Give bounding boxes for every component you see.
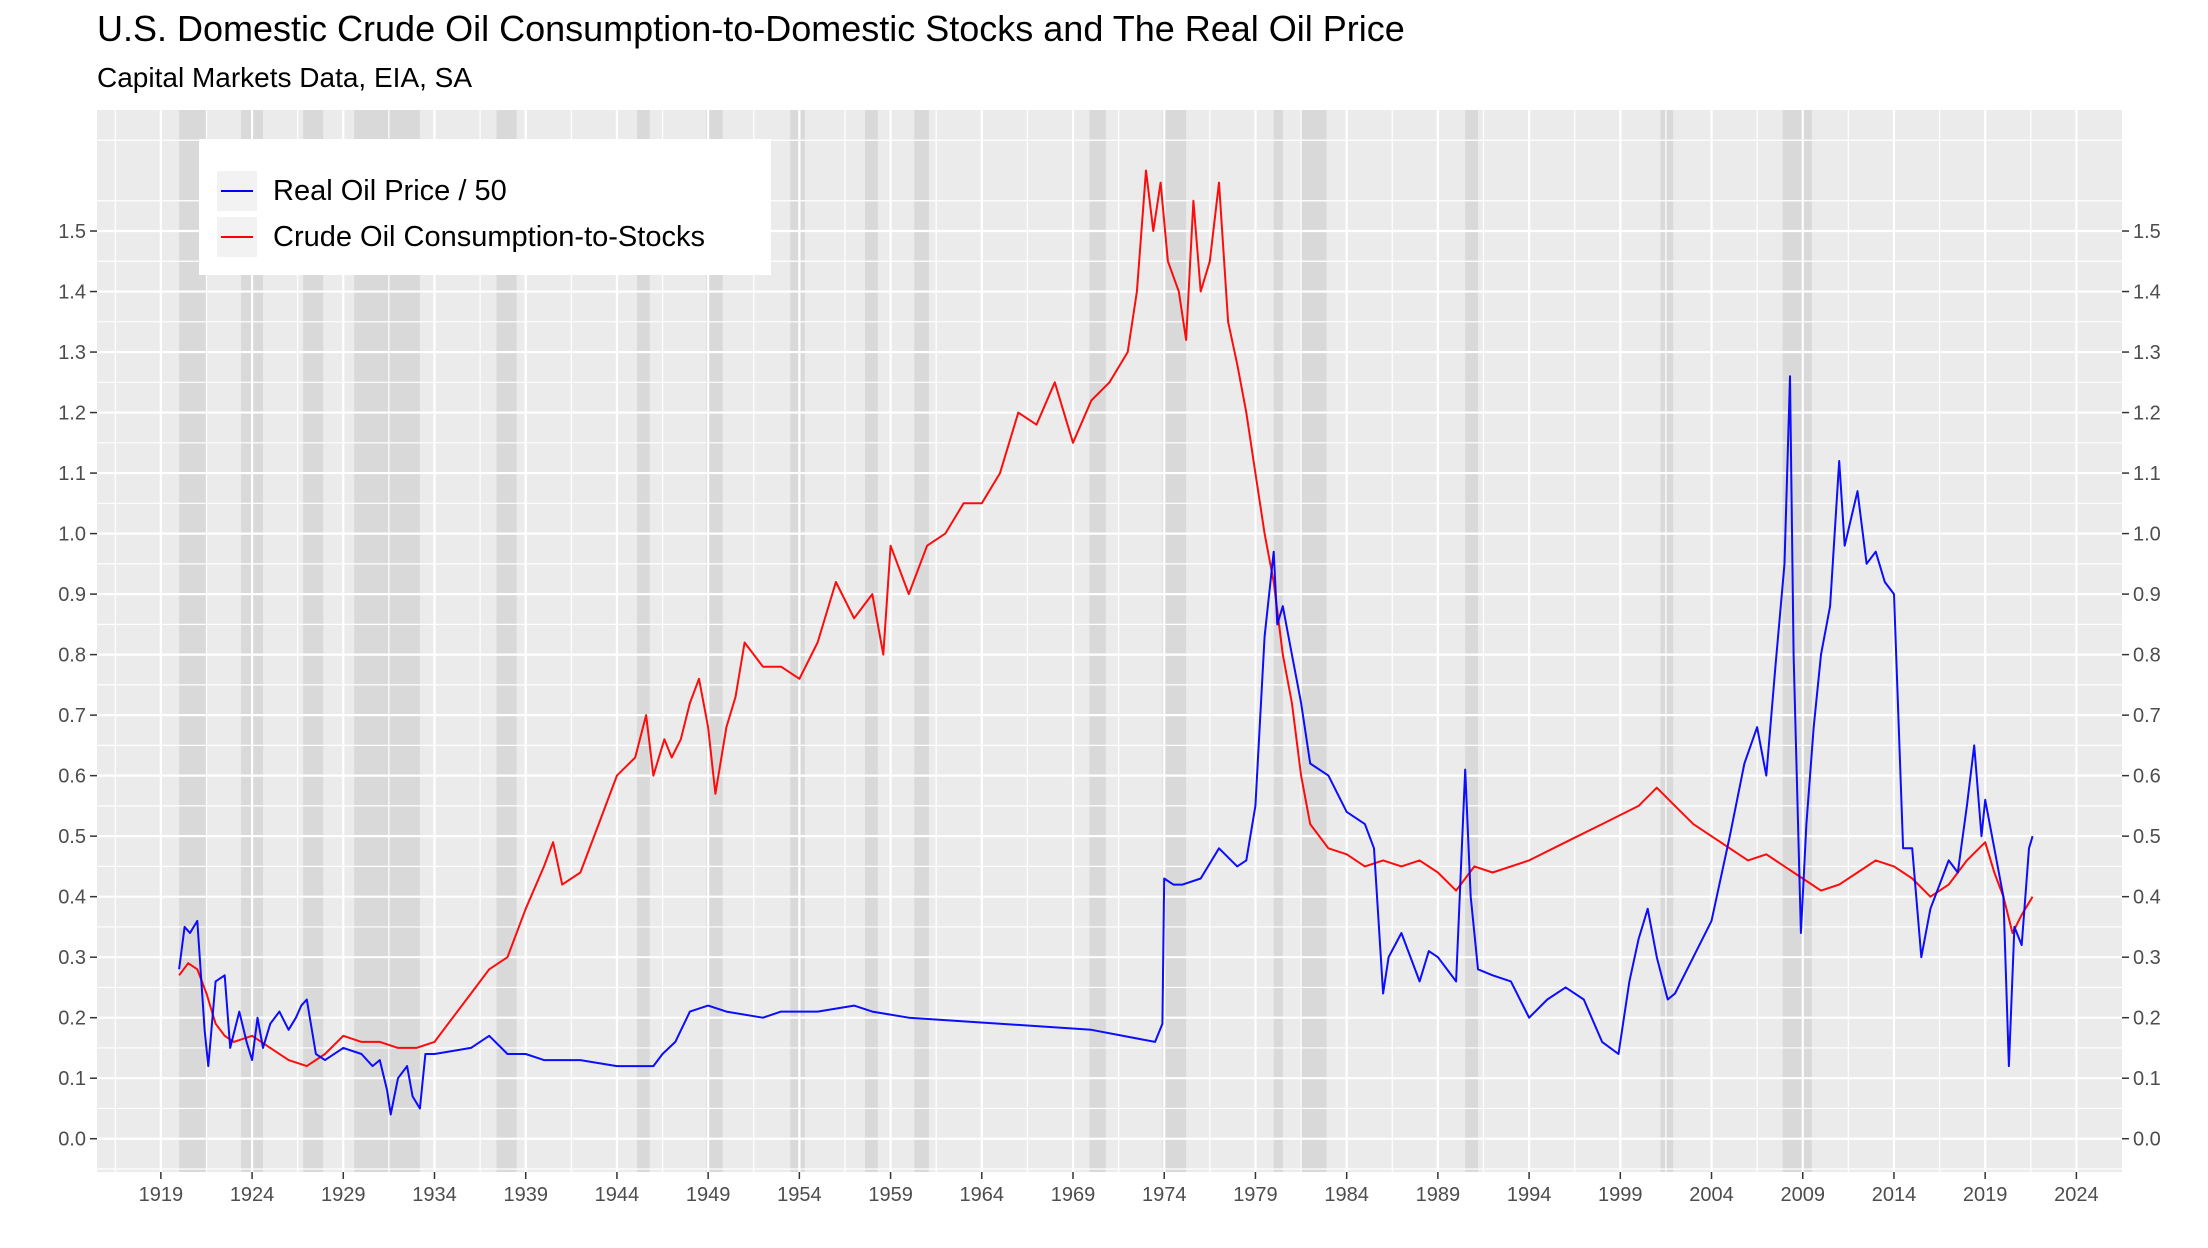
y-tick-label-left: 0.8: [58, 645, 86, 667]
y-tick-label-left: 0.5: [58, 826, 86, 848]
x-tick-label: 2014: [1872, 1184, 1917, 1206]
legend-item-real-oil-price: Real Oil Price / 50: [217, 171, 507, 211]
y-tick-label-left: 0.2: [58, 1008, 86, 1030]
y-tick-label-right: 1.1: [2133, 463, 2161, 485]
legend-label-consumption-to-stocks: Crude Oil Consumption-to-Stocks: [273, 220, 705, 253]
legend-item-consumption-to-stocks: Crude Oil Consumption-to-Stocks: [217, 217, 705, 257]
recession-band: [706, 110, 723, 1172]
y-tick-label-left: 1.3: [58, 342, 86, 364]
y-tick-label-left: 0.6: [58, 766, 86, 788]
y-tick-label-right: 0.2: [2133, 1008, 2161, 1030]
y-tick-label-left: 0.0: [58, 1129, 86, 1151]
x-tick-label: 2019: [1963, 1184, 2008, 1206]
x-tick-label: 1919: [139, 1184, 184, 1206]
recession-band: [790, 110, 805, 1172]
x-tick-label: 2004: [1689, 1184, 1734, 1206]
recession-band: [1273, 110, 1283, 1172]
x-tick-label: 1949: [686, 1184, 731, 1206]
x-tick-label: 1969: [1051, 1184, 1096, 1206]
x-tick-label: 2024: [2054, 1184, 2099, 1206]
y-tick-label-right: 0.0: [2133, 1129, 2161, 1151]
x-tick-label: 1959: [868, 1184, 913, 1206]
x-tick-label: 1989: [1416, 1184, 1461, 1206]
y-tick-label-right: 1.4: [2133, 282, 2161, 304]
recession-band: [1465, 110, 1479, 1172]
y-tick-label-left: 1.4: [58, 282, 86, 304]
y-tick-label-right: 0.6: [2133, 766, 2161, 788]
recession-band: [637, 110, 650, 1172]
y-tick-label-left: 0.7: [58, 705, 86, 727]
legend-key-real-oil-price: [217, 171, 257, 211]
recession-band: [1162, 110, 1187, 1172]
series-layer: [178, 169, 2034, 1116]
y-tick-label-right: 0.4: [2133, 887, 2161, 909]
recession-shading: [179, 110, 1812, 1172]
y-tick-label-left: 0.9: [58, 584, 86, 606]
y-tick-label-right: 0.5: [2133, 826, 2161, 848]
axes: 1919 1924 1929 1934 1939 1944 1949 1954 1959 1964…: [58, 221, 2161, 1206]
y-tick-label-right: 0.9: [2133, 584, 2161, 606]
y-tick-label-left: 1.5: [58, 221, 86, 243]
y-tick-label-left: 1.2: [58, 403, 86, 425]
x-tick-label: 1954: [777, 1184, 822, 1206]
y-tick-label-right: 0.7: [2133, 705, 2161, 727]
y-tick-label-left: 0.3: [58, 947, 86, 969]
x-tick-label: 1934: [412, 1184, 457, 1206]
y-tick-label-left: 0.1: [58, 1068, 86, 1090]
x-tick-label: 2009: [1780, 1184, 1825, 1206]
y-tick-label-right: 1.5: [2133, 221, 2161, 243]
chart-title: U.S. Domestic Crude Oil Consumption-to-D…: [97, 8, 1405, 49]
legend-key-consumption-to-stocks: [217, 217, 257, 257]
recession-band: [1089, 110, 1106, 1172]
y-tick-label-right: 1.3: [2133, 342, 2161, 364]
recession-band: [1660, 110, 1674, 1172]
x-tick-label: 1924: [230, 1184, 275, 1206]
x-tick-label: 1939: [503, 1184, 548, 1206]
legend-label-real-oil-price: Real Oil Price / 50: [273, 174, 507, 207]
x-tick-label: 1994: [1507, 1184, 1552, 1206]
y-tick-label-right: 1.0: [2133, 524, 2161, 546]
series-line-real-oil-price: [178, 375, 2034, 1116]
y-tick-label-right: 1.2: [2133, 403, 2161, 425]
x-tick-label: 1929: [321, 1184, 366, 1206]
y-tick-label-left: 0.4: [58, 887, 86, 909]
y-tick-label-right: 0.1: [2133, 1068, 2161, 1090]
y-tick-label-right: 0.8: [2133, 645, 2161, 667]
recession-band: [1301, 110, 1327, 1172]
recession-band: [496, 110, 517, 1172]
recession-band: [354, 110, 420, 1172]
legend: Real Oil Price / 50 Crude Oil Consumptio…: [199, 139, 771, 275]
series-line-consumption-to-stocks: [178, 169, 2034, 1068]
x-tick-label: 1984: [1324, 1184, 1369, 1206]
recession-band: [865, 110, 878, 1172]
y-tick-label-left: 1.1: [58, 463, 86, 485]
recession-band: [303, 110, 324, 1172]
x-tick-label: 1944: [595, 1184, 640, 1206]
x-tick-label: 1964: [960, 1184, 1005, 1206]
y-tick-label-right: 0.3: [2133, 947, 2161, 969]
x-tick-label: 1999: [1598, 1184, 1643, 1206]
y-tick-label-left: 1.0: [58, 524, 86, 546]
recession-band: [1782, 110, 1812, 1172]
x-tick-label: 1979: [1233, 1184, 1278, 1206]
chart-subtitle: Capital Markets Data, EIA, SA: [97, 62, 473, 93]
grid-lines: [97, 110, 2122, 1172]
x-tick-label: 1974: [1142, 1184, 1187, 1206]
recession-band: [914, 110, 929, 1172]
